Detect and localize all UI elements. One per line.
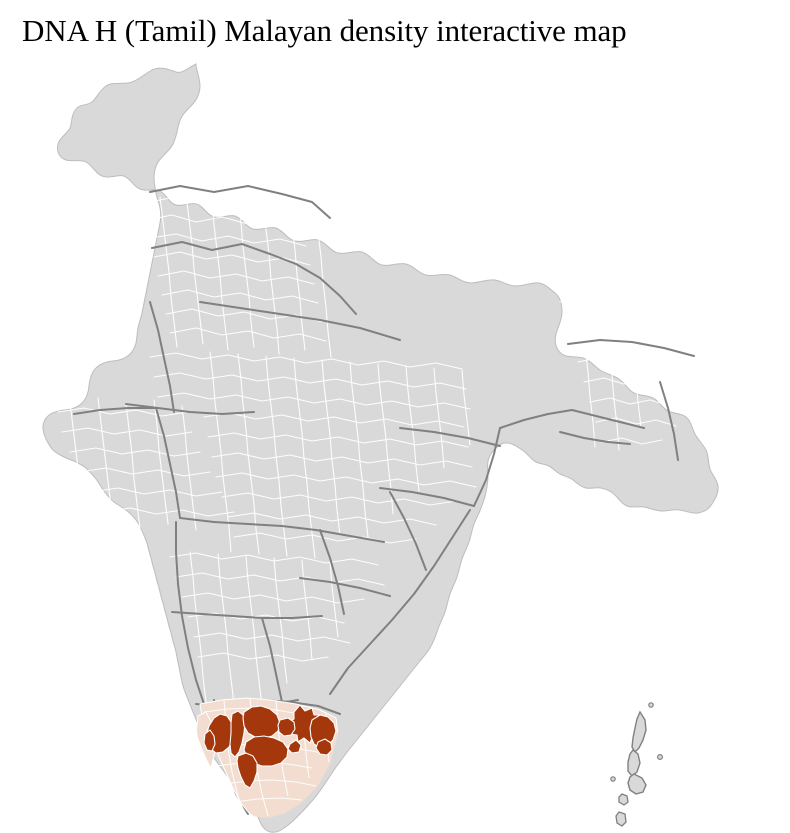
andaman-little-island bbox=[618, 793, 629, 806]
state-border-odisha-w bbox=[389, 491, 427, 571]
andaman-north-island bbox=[631, 710, 647, 754]
state-border-gujarat-e bbox=[155, 407, 181, 519]
andaman-middle-island bbox=[627, 749, 641, 777]
high-density-district[interactable] bbox=[277, 717, 296, 737]
state-border-bengal bbox=[473, 427, 501, 507]
andaman-islet-c bbox=[610, 776, 616, 782]
andaman-south-island bbox=[627, 773, 647, 795]
state-border-up-north bbox=[199, 301, 401, 341]
state-border-jk bbox=[149, 185, 331, 219]
high-density-region-group[interactable] bbox=[203, 704, 337, 789]
high-density-district[interactable] bbox=[287, 739, 302, 754]
state-border-punjab-hp bbox=[151, 241, 271, 255]
andaman-islet-b bbox=[648, 702, 654, 708]
state-border-bihar-jh bbox=[399, 427, 501, 447]
state-border-arunachal bbox=[567, 339, 695, 357]
state-border-karnataka-e bbox=[261, 617, 283, 703]
state-border-ne-gateway bbox=[499, 409, 573, 429]
state-border-assam-s bbox=[571, 409, 645, 429]
high-density-district[interactable] bbox=[236, 752, 258, 789]
state-border-odisha-n bbox=[379, 487, 475, 507]
base-landmass-group bbox=[42, 63, 719, 833]
state-border-ap-telangana bbox=[299, 577, 391, 597]
island-group bbox=[610, 702, 663, 827]
state-border-meghalaya bbox=[559, 431, 631, 445]
high-density-district[interactable] bbox=[315, 738, 333, 756]
state-border-mp-s bbox=[179, 517, 385, 543]
state-border-rajasthan-e bbox=[149, 301, 175, 413]
india-choropleth-map[interactable] bbox=[0, 52, 790, 833]
andaman-islet-a bbox=[656, 753, 663, 760]
page-title: DNA H (Tamil) Malayan density interactiv… bbox=[22, 13, 627, 48]
state-border-nagaland-manipur bbox=[659, 381, 679, 461]
state-border-uttarakhand bbox=[269, 253, 357, 315]
high-density-district[interactable] bbox=[242, 705, 281, 739]
india-landmass bbox=[42, 63, 719, 833]
car-nicobar-island bbox=[615, 811, 627, 827]
state-border-maharashtra-s bbox=[171, 611, 323, 619]
state-border-rajasthan-s bbox=[125, 403, 255, 415]
state-border-maharashtra-e bbox=[319, 529, 345, 615]
state-border-coast-east bbox=[329, 509, 471, 695]
district-boundary-mesh bbox=[57, 193, 693, 707]
high-density-district[interactable] bbox=[203, 729, 216, 752]
state-border-gujarat-n bbox=[73, 407, 157, 415]
